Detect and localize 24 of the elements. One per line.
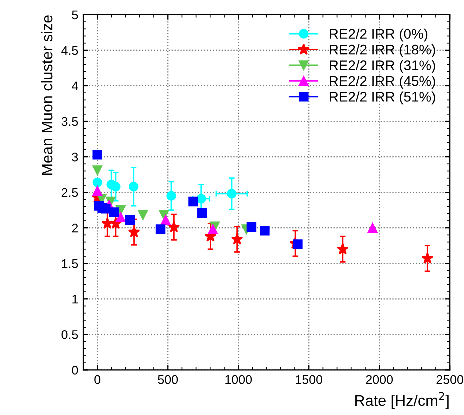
- y-tick-label: 3: [72, 152, 78, 162]
- y-tick-label: 1.5: [62, 260, 78, 268]
- y-tick-label: 4.5: [62, 46, 78, 56]
- legend-label: RE2/2 IRR (31%): [330, 60, 436, 74]
- y-tick-label: 2: [72, 224, 78, 233]
- legend-label: RE2/2 IRR (18%): [330, 44, 436, 58]
- y-tick-label: 3.5: [62, 117, 78, 126]
- y-tick-label: 4: [72, 82, 78, 91]
- x-tick-label: 1500: [296, 375, 323, 384]
- y-axis-title: Mean Muon cluster size: [41, 16, 53, 176]
- y-tick-label: 1: [72, 295, 78, 304]
- legend-label: RE2/2 IRR (45%): [330, 76, 436, 89]
- x-tick-label: 2000: [366, 375, 394, 384]
- y-tick-label: 2.5: [62, 188, 78, 198]
- legend-label: RE2/2 IRR (51%): [330, 92, 436, 105]
- y-tick-label: 5: [72, 10, 78, 20]
- x-tick-label: 500: [158, 375, 178, 384]
- y-tick-label: 0.5: [62, 330, 78, 340]
- x-tick-label: 1000: [226, 375, 252, 384]
- y-tick-label: 0: [72, 366, 78, 375]
- legend-label: RE2/2 IRR (0%): [330, 28, 428, 42]
- x-axis-title: Rate [Hz/cm$^{2}$]: [356, 392, 449, 410]
- x-tick-label: 2500: [436, 375, 464, 384]
- x-tick-label: 0: [94, 375, 101, 384]
